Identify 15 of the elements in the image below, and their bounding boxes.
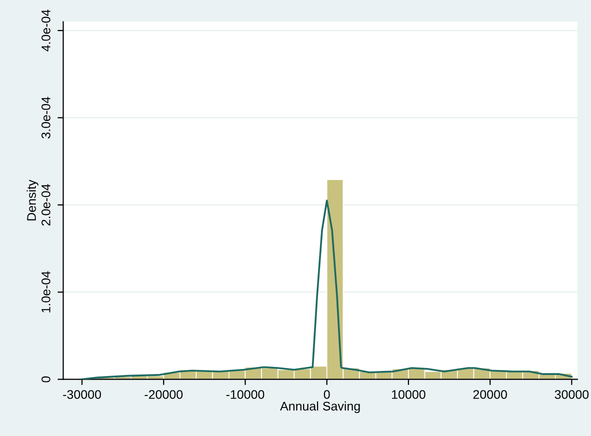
x-tick-label: -10000 <box>226 390 264 399</box>
x-tick-label: -30000 <box>63 390 101 399</box>
x-tick-label: -20000 <box>144 390 183 399</box>
y-axis-title: Density <box>26 180 38 220</box>
y-tick-label: 1.0e-04 <box>42 271 50 312</box>
x-tick-label: 30000 <box>554 390 589 399</box>
y-tick-label: 4.0e-04 <box>42 10 50 52</box>
x-tick-label: 20000 <box>473 390 507 399</box>
y-tick-label: 2.0e-04 <box>42 184 50 226</box>
y-tick-label: 3.0e-04 <box>42 96 50 138</box>
x-tick-label: 10000 <box>392 390 426 399</box>
line-series <box>81 200 573 380</box>
x-axis-title: Annual Saving <box>280 401 360 414</box>
y-tick-label: 0 <box>42 376 50 382</box>
x-tick-label: 0 <box>324 390 330 399</box>
